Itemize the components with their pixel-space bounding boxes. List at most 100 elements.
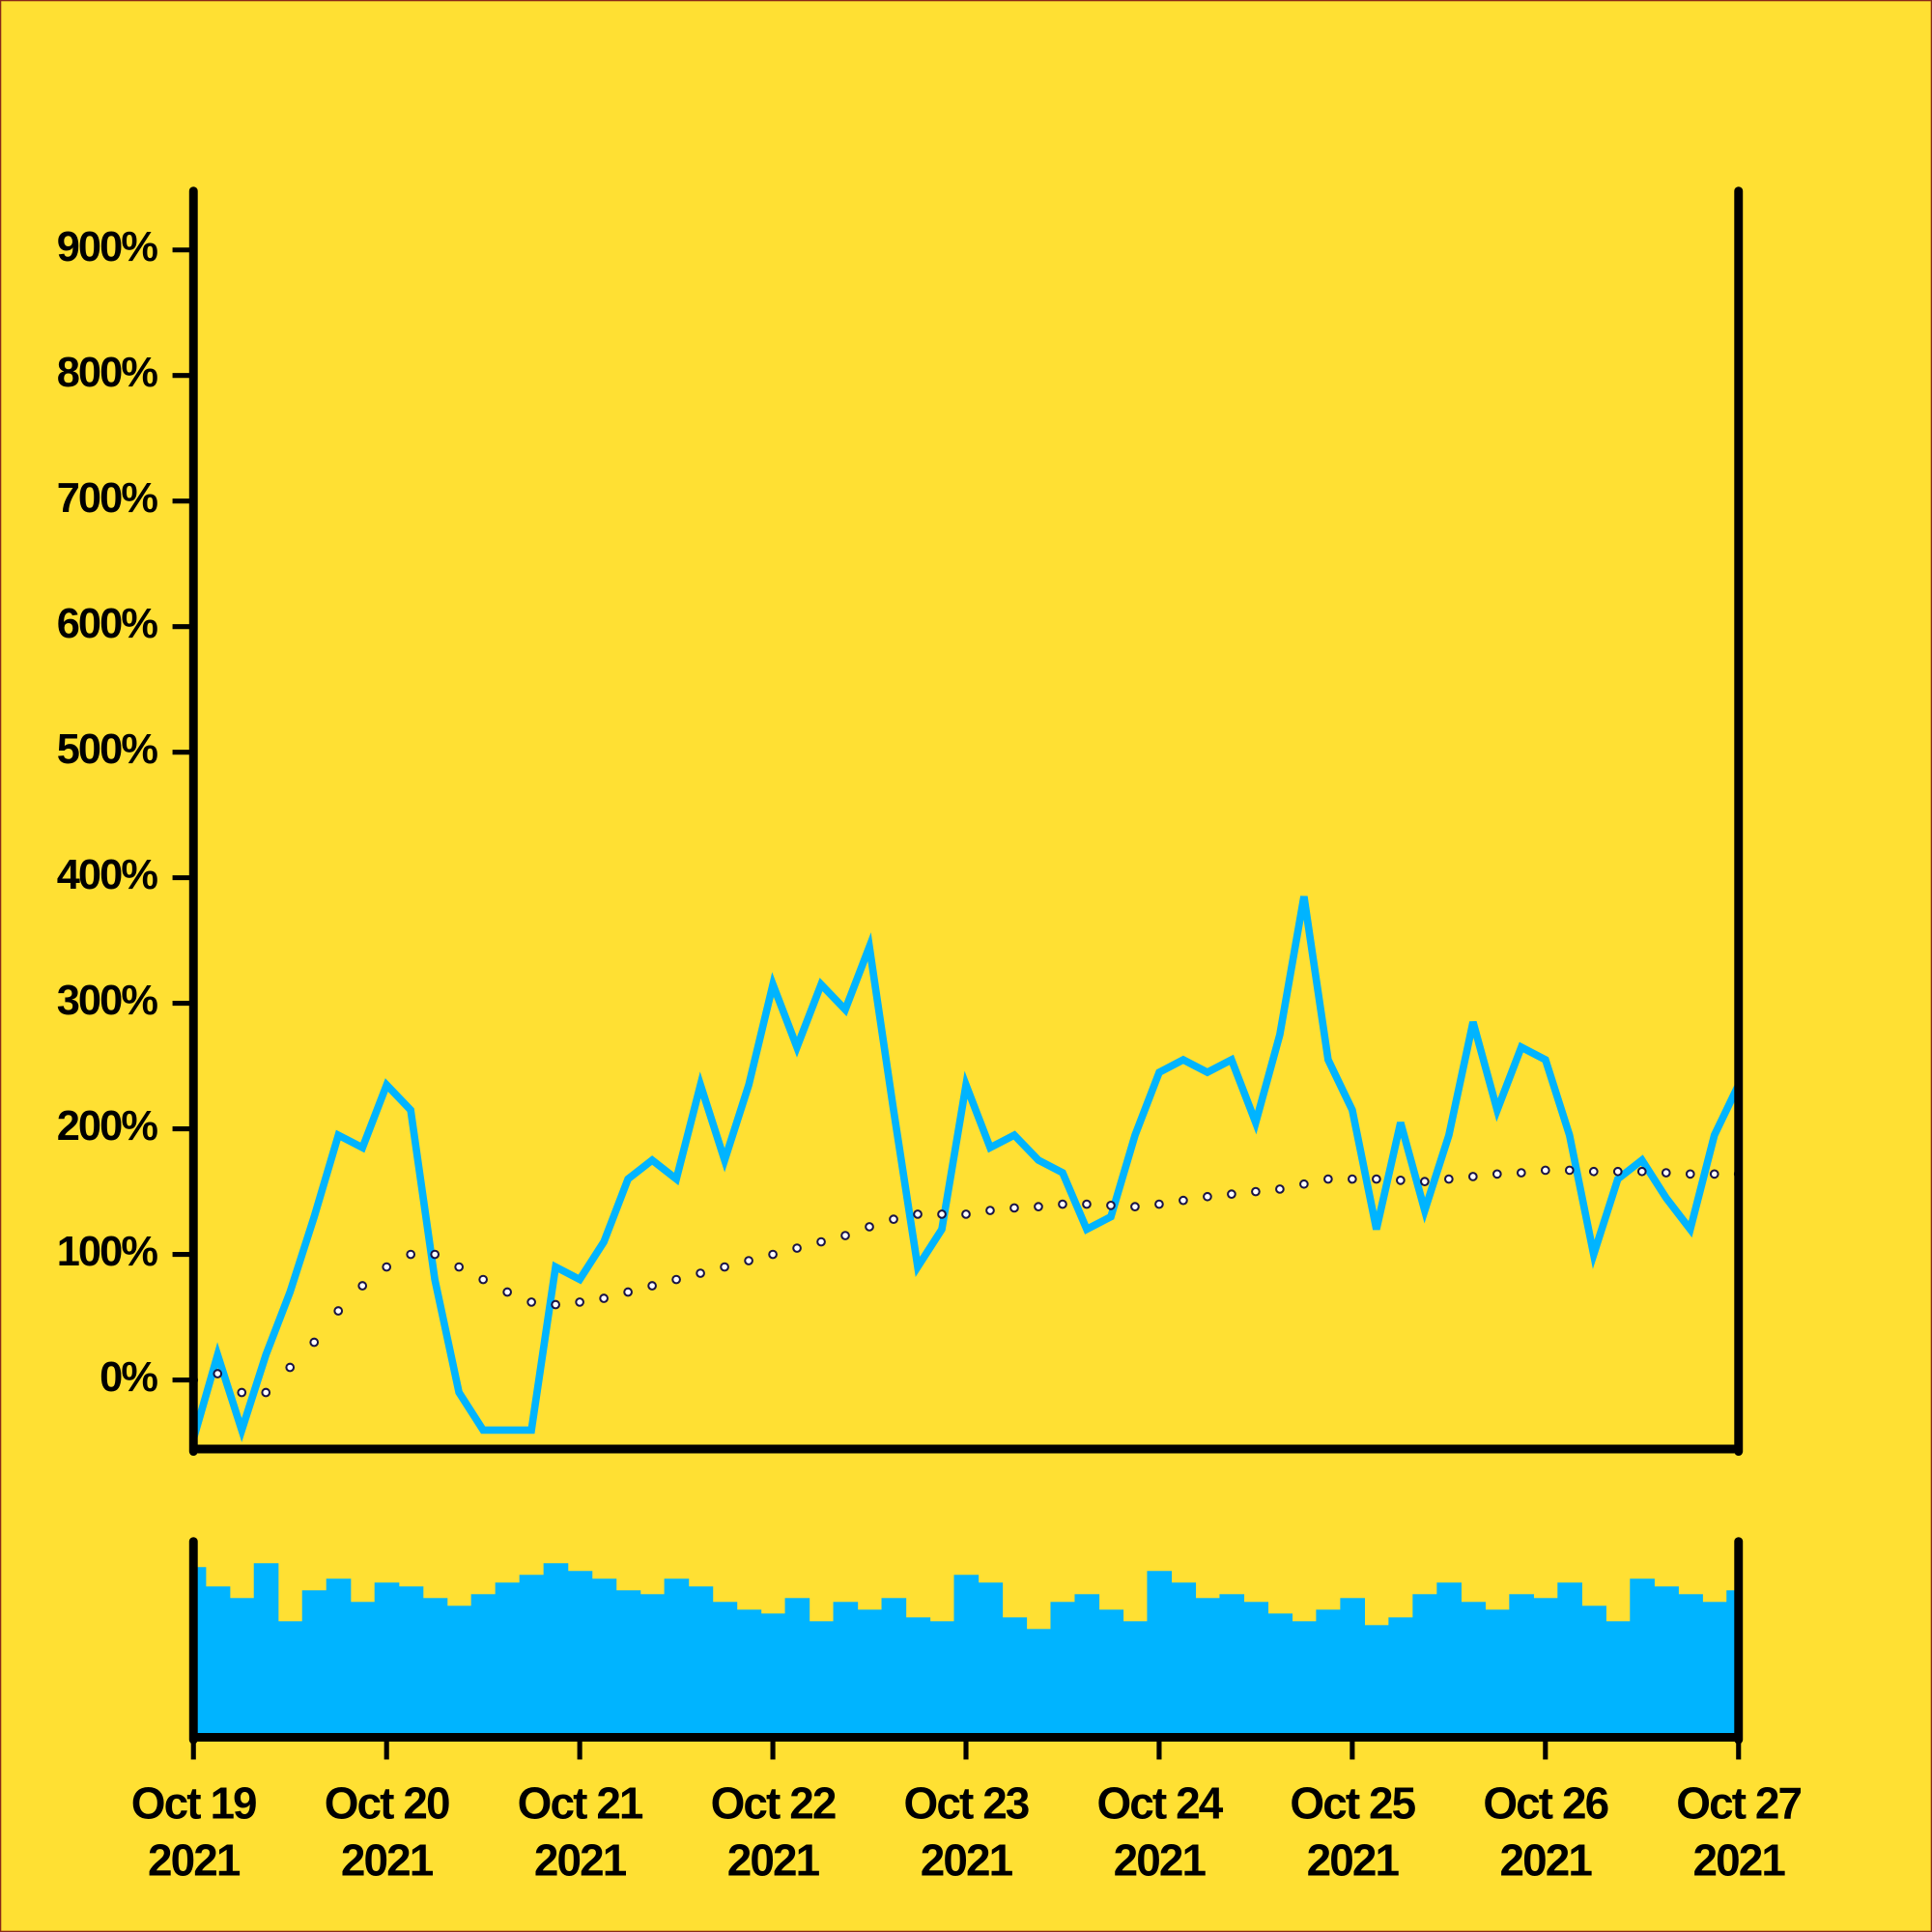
average-dot — [213, 1369, 223, 1378]
average-dot — [1636, 1166, 1647, 1177]
average-dot — [1516, 1168, 1526, 1178]
average-dot — [913, 1209, 923, 1219]
volume-bar — [1412, 1594, 1437, 1738]
volume-bar — [881, 1598, 907, 1738]
average-dot — [696, 1268, 705, 1278]
volume-bar — [784, 1598, 810, 1738]
average-dot — [1106, 1201, 1116, 1210]
volume-bar — [1702, 1602, 1727, 1738]
average-dot — [1685, 1169, 1695, 1179]
volume-bar — [446, 1605, 472, 1738]
volume-bar — [1388, 1617, 1413, 1738]
x-tick-label: Oct 27 2021 — [1676, 1778, 1801, 1886]
volume-bar — [1098, 1609, 1124, 1738]
average-dot — [478, 1274, 489, 1285]
volume-bar — [1147, 1571, 1173, 1738]
average-dot — [1323, 1174, 1333, 1184]
volume-bar — [470, 1594, 497, 1738]
volume-bar — [422, 1598, 448, 1738]
average-dot — [1034, 1202, 1043, 1211]
volume-bar — [398, 1586, 424, 1738]
average-dot — [1082, 1199, 1092, 1209]
volume-bar — [495, 1582, 521, 1738]
average-dot — [575, 1297, 584, 1307]
volume-bar — [1654, 1586, 1679, 1738]
average-dot — [1275, 1184, 1285, 1194]
volume-bar — [664, 1578, 690, 1738]
volume-bar — [591, 1578, 617, 1738]
y-tick-label: 500% — [57, 726, 158, 773]
average-dot — [502, 1287, 512, 1297]
average-dot — [1251, 1186, 1261, 1197]
volume-bar — [712, 1602, 738, 1738]
volume-bar — [1364, 1625, 1389, 1738]
average-dot — [647, 1281, 657, 1291]
volume-bar — [1267, 1613, 1293, 1738]
average-dot — [1467, 1172, 1478, 1181]
average-dot — [961, 1209, 971, 1219]
average-dot — [840, 1231, 850, 1240]
volume-bar — [1243, 1602, 1269, 1738]
average-dot — [261, 1387, 271, 1398]
volume-bar — [1630, 1578, 1655, 1738]
average-dot — [237, 1387, 247, 1398]
x-tick-label: Oct 19 2021 — [131, 1778, 256, 1886]
volume-bar — [1074, 1594, 1100, 1738]
average-dot — [720, 1262, 729, 1272]
average-dot — [985, 1206, 995, 1215]
average-dot — [768, 1249, 778, 1260]
volume-bar — [1461, 1602, 1486, 1738]
average-dot — [1396, 1176, 1406, 1185]
average-dot — [1588, 1166, 1599, 1177]
average-dot — [1612, 1166, 1623, 1177]
volume-bar — [736, 1609, 762, 1738]
volume-bar — [326, 1578, 352, 1738]
volume-bar — [1171, 1582, 1197, 1738]
y-tick-label: 0% — [99, 1354, 157, 1401]
average-dot — [285, 1362, 296, 1373]
volume-bar — [277, 1621, 303, 1738]
average-dot — [816, 1236, 826, 1247]
volume-bar — [1026, 1629, 1052, 1738]
axes: 0% 100% 200% 300% 400% 500% 600% 700% 800% 900% Oc… — [57, 186, 1803, 1886]
average-dot — [1009, 1203, 1019, 1213]
volume-bar — [639, 1594, 666, 1738]
average-dot — [1203, 1191, 1212, 1202]
y-tick-label: 400% — [57, 852, 158, 898]
average-dot — [792, 1243, 802, 1253]
average-dot — [1540, 1165, 1550, 1176]
volume-bar — [905, 1617, 931, 1738]
average-dot — [1372, 1174, 1381, 1184]
x-tick-label: Oct 26 2021 — [1483, 1778, 1607, 1886]
volume-plot — [193, 1563, 1740, 1738]
y-tick-label: 300% — [57, 978, 158, 1024]
volume-bar — [374, 1582, 400, 1738]
volume-bar — [833, 1602, 859, 1738]
average-dot — [744, 1256, 753, 1265]
y-tick-label: 700% — [57, 475, 158, 522]
average-dot — [382, 1262, 392, 1272]
volume-bar — [567, 1571, 593, 1738]
average-dot — [454, 1262, 465, 1272]
volume-bar — [760, 1613, 786, 1738]
volume-bar — [350, 1602, 376, 1738]
average-dot — [599, 1293, 609, 1303]
x-tick-label: Oct 23 2021 — [904, 1778, 1029, 1886]
volume-bar — [1509, 1594, 1534, 1738]
volume-bar — [857, 1609, 883, 1738]
volume-bar — [1581, 1605, 1606, 1738]
average-dot — [357, 1281, 368, 1291]
volume-bar — [205, 1586, 231, 1738]
average-dot — [1492, 1169, 1502, 1179]
average-dot — [1058, 1199, 1067, 1209]
average-dot — [937, 1209, 947, 1219]
average-dot — [1564, 1165, 1575, 1176]
y-tick-label: 800% — [57, 350, 158, 396]
volume-bar — [301, 1590, 327, 1738]
average-dot — [671, 1274, 681, 1285]
volume-bar — [1050, 1602, 1076, 1738]
volume-bar — [1485, 1609, 1510, 1738]
volume-bar — [1316, 1609, 1342, 1738]
